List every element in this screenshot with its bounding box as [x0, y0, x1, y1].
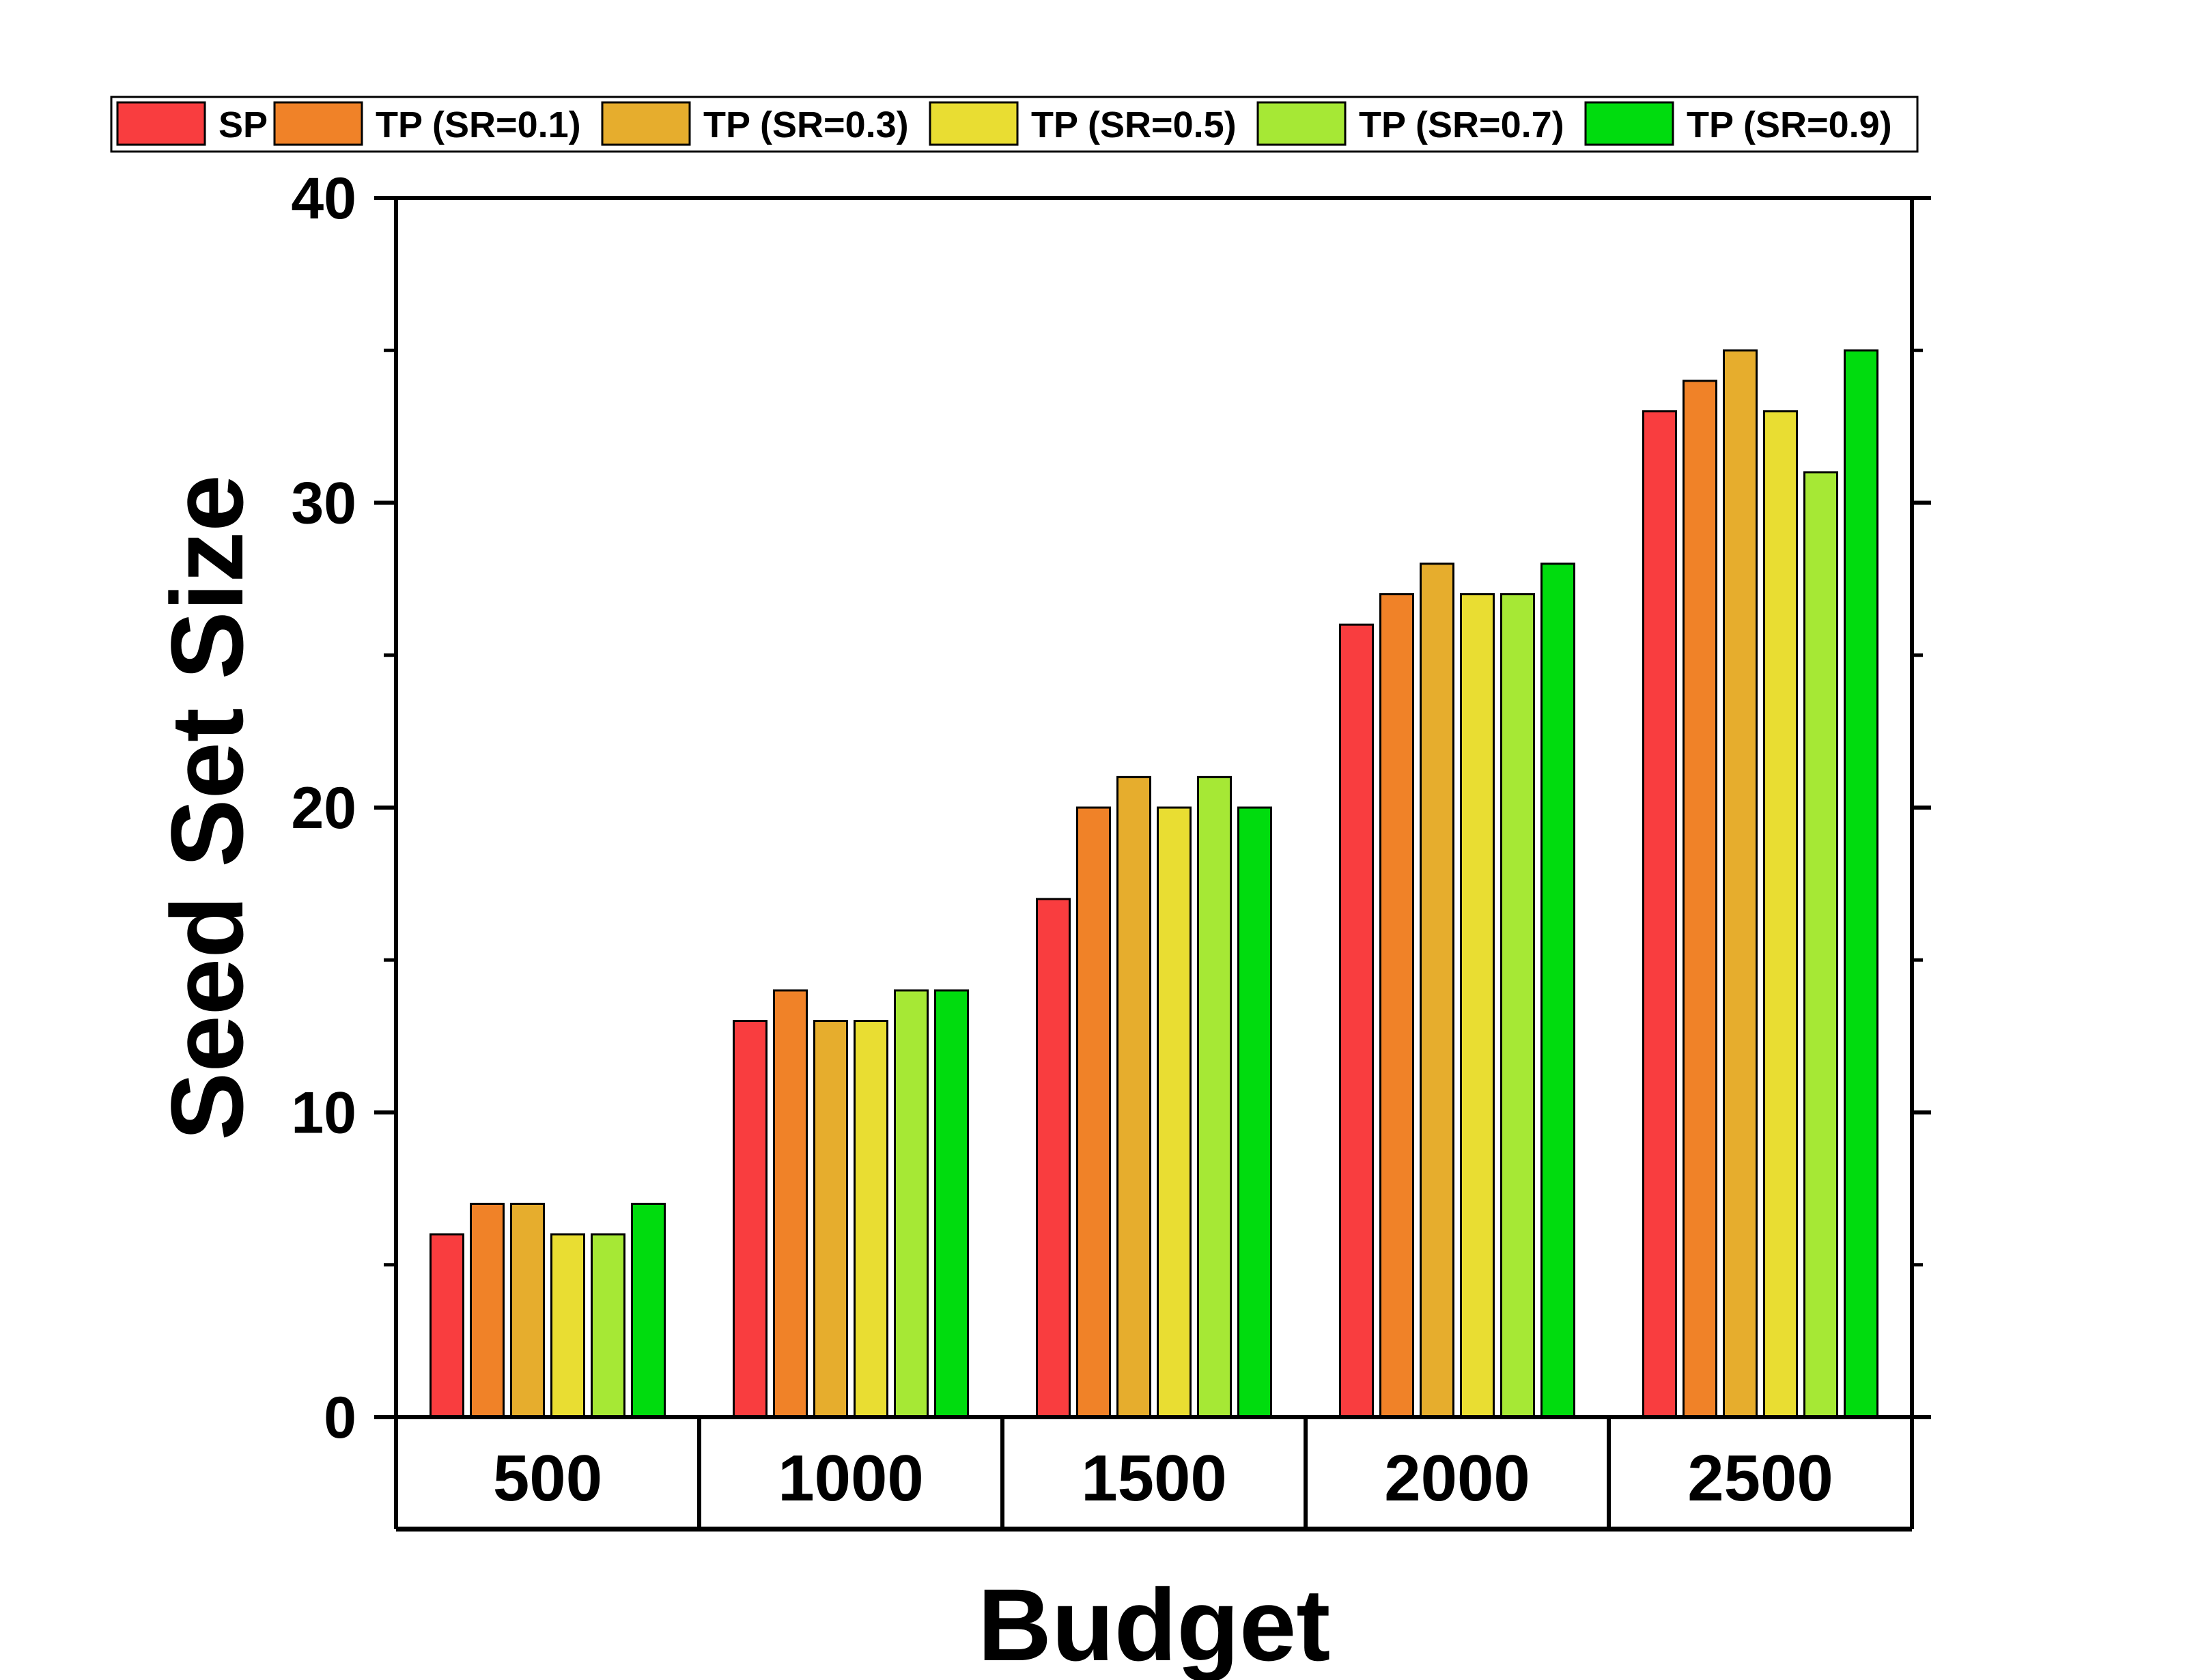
bar [1642, 410, 1677, 1419]
x-tick-label: 500 [493, 1442, 602, 1515]
bar [934, 989, 969, 1419]
y-tick-label: 20 [291, 775, 356, 841]
legend-label: TP (SR=0.3) [703, 104, 909, 145]
legend: SP TP (SR=0.1) TP (SR=0.3) TP (SR=0.5) TP (S… [110, 96, 1919, 153]
legend-label: SP [219, 104, 268, 145]
bar [1763, 410, 1798, 1419]
bar [1379, 593, 1414, 1419]
y-tick-label: 30 [291, 471, 356, 537]
y-tick-label: 40 [291, 166, 356, 231]
bar [430, 1233, 464, 1419]
bar [1197, 775, 1232, 1419]
bar [1076, 806, 1111, 1419]
bar [631, 1202, 666, 1419]
x-tick-label: 2500 [1687, 1442, 1833, 1515]
legend-swatch [116, 101, 206, 146]
bar [1237, 806, 1272, 1419]
y-tick-label: 0 [324, 1385, 356, 1451]
bar [854, 1020, 888, 1419]
y-axis-title: Seed Set Size [150, 474, 264, 1140]
legend-swatch [1584, 101, 1674, 146]
category-axis: 500 1000 1500 2000 2500 [394, 1417, 1914, 1532]
bar [1157, 806, 1192, 1419]
bar [773, 989, 808, 1419]
bar [733, 1020, 768, 1419]
legend-swatch [273, 101, 363, 146]
bar [510, 1202, 545, 1419]
legend-swatch [1256, 101, 1347, 146]
legend-label: TP (SR=0.7) [1359, 104, 1564, 145]
legend-swatch [929, 101, 1019, 146]
bar [1339, 623, 1374, 1419]
y-tick-label: 10 [291, 1081, 356, 1146]
x-tick-label: 1500 [1081, 1442, 1227, 1515]
bar [470, 1202, 505, 1419]
bar [1420, 563, 1454, 1419]
bar [1540, 563, 1575, 1419]
bar [1844, 349, 1878, 1419]
axes-group: 0 10 20 30 40 [291, 166, 1931, 1451]
bar [1500, 593, 1535, 1419]
legend-swatch [601, 101, 691, 146]
x-axis-title: Budget [978, 1567, 1331, 1680]
bar [813, 1020, 848, 1419]
legend-label: TP (SR=0.1) [376, 104, 581, 145]
bar [1036, 898, 1071, 1419]
bar [894, 989, 929, 1419]
bars-group [430, 349, 1878, 1419]
bar [550, 1233, 585, 1419]
x-tick-label: 2000 [1384, 1442, 1530, 1515]
bar [1683, 380, 1717, 1419]
legend-label: TP (SR=0.9) [1687, 104, 1892, 145]
bar [591, 1233, 625, 1419]
bar [1803, 471, 1838, 1419]
bar [1723, 349, 1758, 1419]
bar [1116, 775, 1151, 1419]
x-tick-label: 1000 [778, 1442, 924, 1515]
bar [1460, 593, 1495, 1419]
legend-label: TP (SR=0.5) [1031, 104, 1237, 145]
